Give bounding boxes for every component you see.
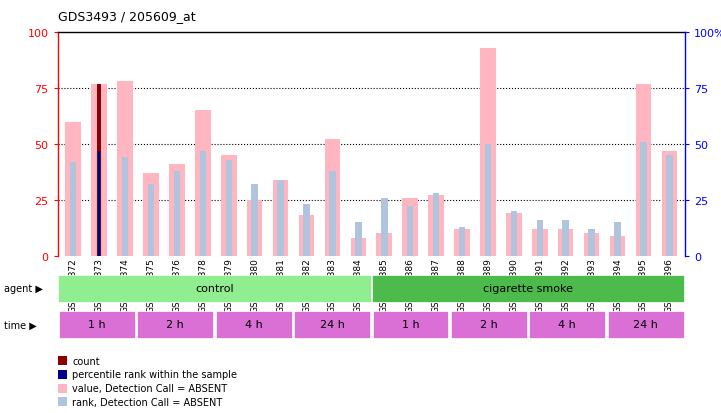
Text: count: count (72, 356, 99, 366)
Bar (138, 311, 213, 338)
Text: 2 h: 2 h (480, 320, 497, 330)
Bar (529, 311, 605, 338)
Bar (216, 311, 291, 338)
Text: 2 h: 2 h (167, 320, 184, 330)
Bar (273, 180, 288, 256)
Bar (636, 84, 651, 256)
Bar (58, 275, 371, 302)
Text: 4 h: 4 h (245, 320, 262, 330)
Bar (226, 160, 232, 256)
Bar (373, 311, 448, 338)
Bar (350, 238, 366, 256)
Bar (200, 151, 206, 256)
Bar (485, 145, 491, 256)
Text: control: control (195, 284, 234, 294)
Text: value, Detection Call = ABSENT: value, Detection Call = ABSENT (72, 383, 227, 393)
Bar (536, 221, 543, 256)
Text: 24 h: 24 h (633, 320, 658, 330)
Bar (143, 173, 159, 256)
Bar (506, 214, 522, 256)
Bar (558, 229, 573, 256)
Bar (195, 111, 211, 256)
Bar (588, 229, 595, 256)
Bar (402, 198, 418, 256)
Bar (174, 171, 180, 256)
Text: GDS3493 / 205609_at: GDS3493 / 205609_at (58, 10, 195, 23)
Bar (433, 194, 439, 256)
Text: percentile rank within the sample: percentile rank within the sample (72, 370, 237, 380)
Text: cigarette smoke: cigarette smoke (483, 284, 573, 294)
Bar (298, 216, 314, 256)
Bar (221, 156, 236, 256)
Bar (96, 151, 102, 256)
Bar (122, 158, 128, 256)
Bar (562, 221, 569, 256)
Bar (428, 196, 444, 256)
Bar (459, 227, 465, 256)
Bar (608, 311, 684, 338)
Bar (532, 229, 547, 256)
Bar (329, 171, 336, 256)
Bar (118, 82, 133, 256)
Bar (610, 236, 625, 256)
Bar (355, 223, 362, 256)
Bar (148, 185, 154, 256)
Bar (662, 151, 677, 256)
Bar (372, 275, 684, 302)
Bar (451, 311, 527, 338)
Bar (584, 234, 599, 256)
Bar (510, 211, 517, 256)
Bar (66, 122, 81, 256)
Bar (324, 140, 340, 256)
Bar (98, 151, 100, 256)
Bar (407, 207, 413, 256)
Bar (169, 165, 185, 256)
Bar (247, 200, 262, 256)
Bar (614, 223, 621, 256)
Bar (252, 185, 258, 256)
Bar (97, 84, 102, 256)
Text: 1 h: 1 h (88, 320, 106, 330)
Bar (666, 156, 673, 256)
Bar (294, 311, 370, 338)
Bar (381, 198, 387, 256)
Text: time ▶: time ▶ (4, 320, 36, 330)
Text: rank, Detection Call = ABSENT: rank, Detection Call = ABSENT (72, 397, 222, 407)
Text: agent ▶: agent ▶ (4, 284, 43, 294)
Bar (278, 180, 284, 256)
Text: 1 h: 1 h (402, 320, 420, 330)
Bar (59, 311, 135, 338)
Bar (376, 234, 392, 256)
Bar (304, 205, 310, 256)
Bar (92, 84, 107, 256)
Text: 4 h: 4 h (559, 320, 576, 330)
Text: 24 h: 24 h (319, 320, 345, 330)
Bar (70, 162, 76, 256)
Bar (480, 49, 496, 256)
Bar (640, 142, 647, 256)
Bar (454, 229, 470, 256)
